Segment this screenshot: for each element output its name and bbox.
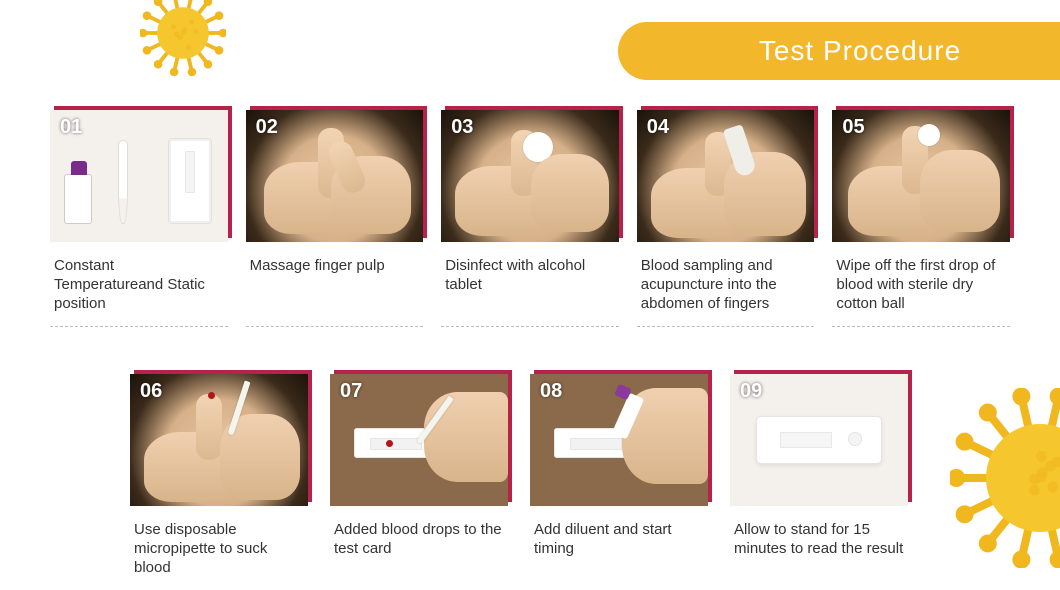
step-07: 07 Added blood drops to the test card <box>330 374 508 590</box>
step-number: 01 <box>60 116 82 139</box>
step-03: 03 Disinfect with alcohol tablet <box>441 110 619 327</box>
step-caption: Added blood drops to the test card <box>330 520 508 576</box>
step-number: 07 <box>340 380 362 403</box>
step-caption: Constant Temperatureand Static position <box>50 256 228 326</box>
virus-decor-bottom-right <box>950 388 1060 568</box>
step-04: 04 Blood sampling and acupuncture into t… <box>637 110 815 327</box>
step-image-08: 08 <box>530 374 708 506</box>
step-image-04: 04 <box>637 110 815 242</box>
step-number: 02 <box>256 116 278 139</box>
step-09: 09 Allow to stand for 15 minutes to read… <box>730 374 908 590</box>
steps-row-2: 06 Use disposable micropipette to suck b… <box>130 374 908 590</box>
step-number: 06 <box>140 380 162 403</box>
step-number: 03 <box>451 116 473 139</box>
step-caption: Massage finger pulp <box>246 256 424 312</box>
step-01: 01 Constant Temperatureand Static positi… <box>50 110 228 327</box>
virus-decor-top-left <box>140 0 226 76</box>
step-caption: Disinfect with alcohol tablet <box>441 256 619 312</box>
step-caption: Allow to stand for 15 minutes to read th… <box>730 520 908 576</box>
step-image-09: 09 <box>730 374 908 506</box>
step-image-07: 07 <box>330 374 508 506</box>
step-image-05: 05 <box>832 110 1010 242</box>
header-banner: Test Procedure <box>618 22 1060 80</box>
step-number: 09 <box>740 380 762 403</box>
step-image-01: 01 <box>50 110 228 242</box>
step-number: 05 <box>842 116 864 139</box>
step-number: 08 <box>540 380 562 403</box>
step-06: 06 Use disposable micropipette to suck b… <box>130 374 308 590</box>
step-image-06: 06 <box>130 374 308 506</box>
step-05: 05 Wipe off the first drop of blood with… <box>832 110 1010 327</box>
step-number: 04 <box>647 116 669 139</box>
step-image-02: 02 <box>246 110 424 242</box>
step-caption: Blood sampling and acupuncture into the … <box>637 256 815 326</box>
banner-title: Test Procedure <box>759 35 961 67</box>
step-caption: Wipe off the first drop of blood with st… <box>832 256 1010 326</box>
step-02: 02 Massage finger pulp <box>246 110 424 327</box>
step-image-03: 03 <box>441 110 619 242</box>
step-08: 08 Add diluent and start timing <box>530 374 708 590</box>
step-caption: Use disposable micropipette to suck bloo… <box>130 520 308 590</box>
steps-row-1: 01 Constant Temperatureand Static positi… <box>50 110 1010 327</box>
step-caption: Add diluent and start timing <box>530 520 708 576</box>
